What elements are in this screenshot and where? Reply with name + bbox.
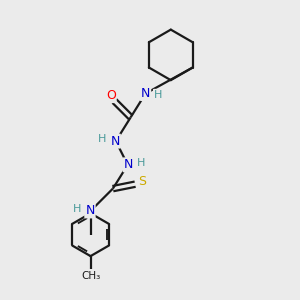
Text: N: N: [124, 158, 133, 171]
Text: O: O: [106, 89, 116, 102]
Text: N: N: [110, 135, 120, 148]
Text: S: S: [138, 175, 146, 188]
Text: H: H: [154, 90, 162, 100]
Text: H: H: [137, 158, 146, 168]
Text: CH₃: CH₃: [81, 271, 100, 281]
Text: H: H: [98, 134, 106, 144]
Text: H: H: [73, 204, 81, 214]
Text: N: N: [141, 87, 150, 100]
Text: N: N: [85, 204, 94, 218]
